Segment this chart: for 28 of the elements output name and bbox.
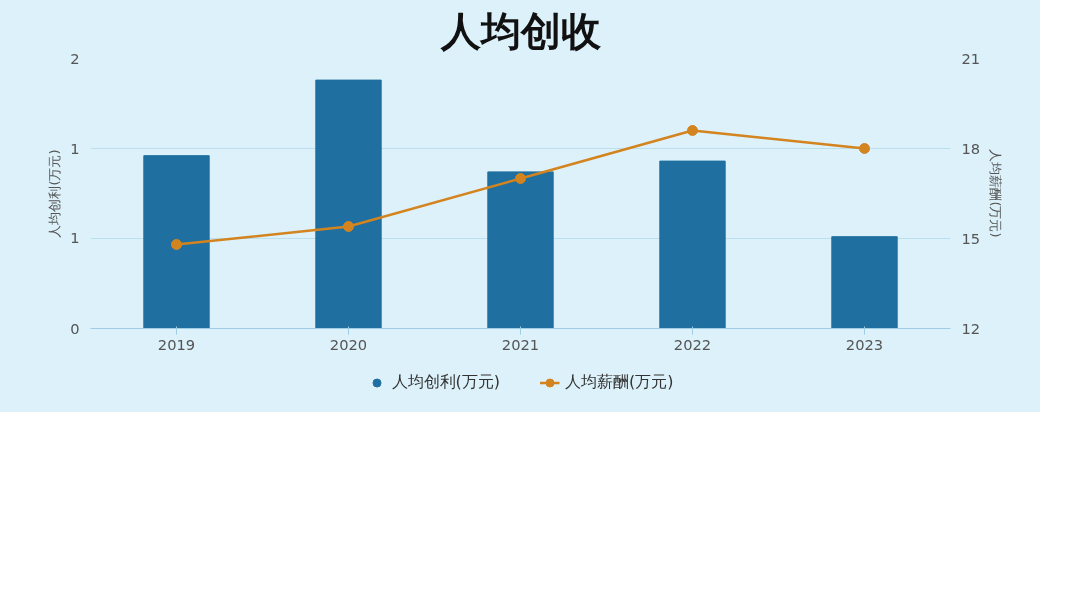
x-tick-label: 2021 xyxy=(501,335,540,353)
x-tick-label: 2020 xyxy=(329,335,368,353)
y-tick-label: 2 xyxy=(70,49,80,67)
bar xyxy=(487,171,554,329)
bar xyxy=(831,236,898,329)
y2-axis-title: 人均薪酬(万元) xyxy=(988,149,1004,238)
x-tick-label: 2022 xyxy=(673,335,712,353)
point xyxy=(515,173,526,184)
point xyxy=(687,125,698,136)
point xyxy=(859,143,870,154)
bar xyxy=(143,155,210,329)
legend-label: 人均创利(万元) xyxy=(391,371,500,393)
y-tick-label: 0 xyxy=(70,319,80,337)
x-tick-label: 2023 xyxy=(845,335,884,353)
bar xyxy=(659,160,726,329)
y-tick-label: 1 xyxy=(70,139,80,157)
point xyxy=(343,221,354,232)
bar xyxy=(315,79,382,329)
y-tick-label: 1 xyxy=(70,229,80,247)
legend-label: 人均薪酬(万元) xyxy=(565,371,674,393)
y2-tick-label: 12 xyxy=(961,319,981,337)
y2-tick-label: 15 xyxy=(961,229,981,247)
y2-tick-label: 18 xyxy=(961,139,981,157)
y-axis-title: 人均创利(万元) xyxy=(47,149,63,238)
point xyxy=(171,239,182,250)
y2-tick-label: 21 xyxy=(961,49,981,67)
chart-title: 人均创收 xyxy=(439,7,602,54)
x-tick-label: 2019 xyxy=(157,335,196,353)
